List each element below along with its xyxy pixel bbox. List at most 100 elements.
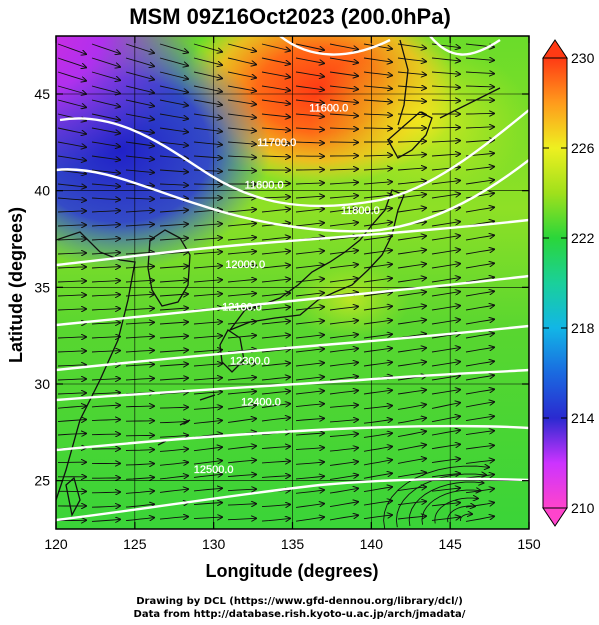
x-axis: 120 125 130 135 140 145 150 (44, 36, 541, 552)
streamline (57, 43, 86, 54)
streamline (57, 351, 86, 352)
contour-label: 11600.0 (245, 180, 284, 192)
streamline (397, 292, 426, 297)
streamline (329, 391, 358, 395)
streamline (431, 473, 460, 478)
y-tick-label: 25 (34, 473, 50, 489)
streamline (227, 251, 256, 254)
streamline (57, 337, 86, 338)
streamline (465, 72, 494, 74)
colorbar-tick-label: 230 (571, 50, 595, 66)
streamline (159, 127, 188, 132)
streamline (125, 491, 154, 494)
streamline (261, 156, 290, 157)
streamline (397, 516, 426, 519)
streamline (431, 444, 460, 450)
streamline (329, 43, 358, 49)
streamline (91, 253, 120, 254)
streamline (125, 71, 154, 80)
streamline (227, 156, 256, 158)
streamline (295, 377, 324, 381)
streamline (91, 225, 120, 226)
streamline (193, 392, 222, 394)
streamline (125, 421, 154, 422)
streamline (227, 460, 256, 463)
streamline (363, 447, 392, 452)
streamline (159, 421, 188, 422)
streamline (193, 57, 222, 65)
streamline (227, 489, 256, 491)
streamline (159, 238, 188, 240)
streamline (227, 113, 256, 118)
streamline (295, 57, 324, 63)
streamline (465, 416, 494, 422)
streamline (193, 350, 222, 352)
streamline (363, 487, 392, 493)
colorbar: 230 226 222 218 214 210 (542, 39, 595, 527)
streamline (397, 390, 426, 395)
streamline (57, 184, 86, 187)
streamline (397, 181, 426, 184)
streamline (159, 364, 188, 366)
streamline (227, 475, 256, 477)
streamline (193, 420, 222, 423)
streamline (91, 141, 120, 147)
streamline (329, 434, 358, 437)
streamline (125, 113, 154, 119)
streamline (125, 308, 154, 310)
streamline (91, 113, 120, 120)
streamline (397, 278, 426, 283)
streamline (261, 476, 290, 478)
streamline (329, 377, 358, 381)
streamline (57, 211, 86, 212)
streamline (261, 518, 290, 521)
streamline (125, 450, 154, 451)
map-gridlines (56, 36, 529, 529)
streamline (159, 407, 188, 408)
streamline (91, 295, 120, 296)
streamline (329, 405, 358, 407)
streamline (431, 430, 460, 436)
streamline (57, 127, 86, 134)
contour-label: 12100.0 (222, 302, 262, 314)
streamline (91, 506, 120, 507)
contour-label: 12000.0 (225, 259, 265, 271)
coastline-sakhalin (397, 39, 409, 126)
streamline (193, 517, 222, 519)
streamline (459, 514, 472, 521)
streamline (57, 225, 86, 226)
contour-label: 12400.0 (241, 396, 281, 408)
streamline (397, 348, 426, 353)
streamline (329, 307, 358, 311)
streamline (125, 364, 154, 366)
streamline (227, 128, 256, 131)
height-contours (56, 36, 529, 522)
streamline (295, 418, 324, 420)
streamline (227, 209, 256, 212)
y-tick-label: 35 (34, 279, 50, 295)
streamline (431, 250, 460, 255)
streamline (159, 336, 188, 338)
y-axis: 25 30 35 40 45 (34, 86, 529, 489)
streamline (227, 223, 256, 226)
streamline (193, 407, 222, 410)
streamline (329, 515, 358, 521)
streamline (193, 461, 222, 465)
streamline (431, 320, 460, 325)
streamline (227, 377, 256, 380)
coastline-kurils (439, 87, 501, 119)
streamline (91, 198, 120, 200)
streamline (431, 264, 460, 269)
credit-dcl: Drawing by DCL (https://www.gfd-dennou.o… (136, 596, 463, 607)
colorbar-bottom-cap (542, 507, 568, 527)
streamline (227, 293, 256, 296)
streamline (91, 379, 120, 380)
streamline (397, 72, 426, 75)
streamline (261, 57, 290, 64)
streamline (295, 209, 324, 213)
streamline (261, 142, 290, 144)
streamline (295, 293, 324, 297)
wind-streamlines (57, 43, 494, 529)
streamline (397, 418, 426, 424)
